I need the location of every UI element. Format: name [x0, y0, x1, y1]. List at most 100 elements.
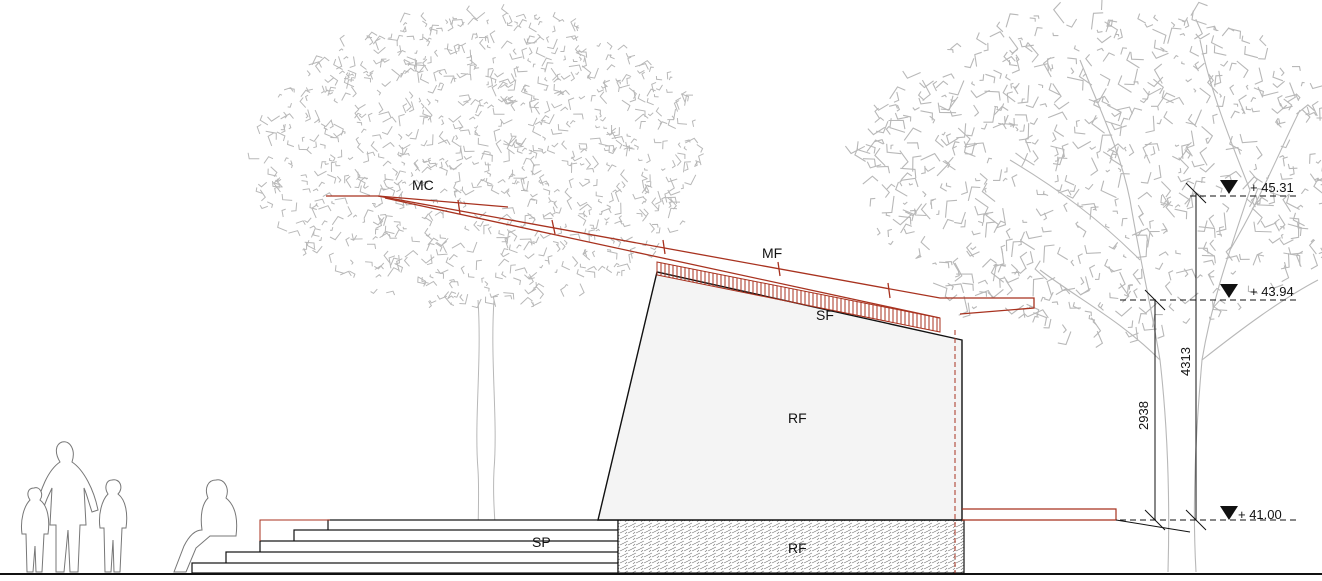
terrain-slope	[1115, 519, 1191, 533]
foliage-stroke	[1257, 251, 1263, 263]
foliage-stroke	[952, 257, 960, 272]
foliage-stroke	[396, 258, 403, 272]
level-mid: + 43.94	[1250, 284, 1294, 299]
foliage-stroke	[671, 199, 677, 210]
foliage-stroke	[962, 302, 971, 318]
foliage-stroke	[1066, 188, 1080, 199]
foliage-stroke	[1088, 88, 1107, 104]
foliage-stroke	[451, 242, 465, 249]
foliage-stroke	[504, 295, 513, 300]
foliage-stroke	[430, 28, 438, 35]
foliage-stroke	[1190, 1, 1208, 16]
foliage-stroke	[259, 115, 269, 126]
foliage-stroke	[1211, 301, 1228, 311]
foliage-stroke	[410, 172, 414, 177]
foliage-stroke	[345, 72, 350, 78]
foliage-stroke	[458, 197, 462, 203]
foliage-stroke	[1236, 60, 1249, 79]
foliage-stroke	[542, 213, 553, 220]
foliage-stroke	[1109, 150, 1123, 167]
foliage-stroke	[637, 69, 645, 74]
foliage-stroke	[585, 157, 592, 169]
foliage-stroke	[457, 44, 461, 50]
foliage-stroke	[459, 294, 464, 302]
foliage-stroke	[457, 98, 472, 107]
foliage-stroke	[349, 270, 356, 278]
foliage-stroke	[641, 71, 645, 80]
foliage-stroke	[936, 163, 956, 177]
foliage-stroke	[398, 133, 403, 140]
foliage-stroke	[1015, 126, 1019, 132]
foliage-stroke	[1212, 113, 1218, 124]
foliage-stroke	[466, 241, 478, 253]
foliage-stroke	[1253, 221, 1272, 233]
foliage-stroke	[524, 253, 535, 260]
foliage-stroke	[417, 70, 424, 83]
foliage-stroke	[1309, 153, 1316, 164]
foliage-stroke	[277, 93, 283, 98]
foliage-stroke	[1186, 196, 1194, 210]
foliage-stroke	[603, 126, 608, 129]
foliage-stroke	[489, 30, 496, 44]
foliage-stroke	[363, 151, 370, 163]
foliage-stroke	[1300, 81, 1305, 87]
foliage-stroke	[333, 98, 338, 104]
foliage-stroke	[606, 162, 611, 167]
foliage-stroke	[534, 14, 538, 20]
foliage-stroke	[342, 130, 346, 135]
foliage-stroke	[1245, 84, 1249, 90]
foliage-stroke	[321, 220, 328, 226]
foliage-stroke	[571, 36, 579, 40]
foliage-stroke	[1179, 33, 1186, 37]
foliage-stroke	[314, 109, 320, 124]
foliage-stroke	[1027, 309, 1049, 319]
foliage-stroke	[1219, 93, 1223, 98]
foliage-stroke	[387, 38, 398, 47]
foliage-stroke	[961, 181, 969, 196]
foliage-stroke	[966, 142, 987, 153]
foliage-stroke	[1138, 313, 1148, 324]
foliage-stroke	[590, 95, 596, 102]
foliage-stroke	[1275, 119, 1286, 125]
foliage-stroke	[367, 112, 373, 123]
foliage-stroke	[1251, 207, 1263, 225]
foliage-stroke	[995, 208, 1007, 229]
foliage-stroke	[520, 223, 526, 228]
foliage-stroke	[635, 108, 646, 117]
foliage-stroke	[381, 126, 393, 136]
foliage-stroke	[334, 265, 345, 274]
foliage-stroke	[521, 165, 525, 172]
foliage-stroke	[299, 97, 307, 108]
foliage-stroke	[1222, 202, 1230, 213]
foliage-stroke	[267, 115, 280, 122]
foliage-stroke	[1095, 330, 1104, 348]
foliage-stroke	[266, 201, 274, 208]
foliage-stroke	[582, 210, 588, 218]
foliage-stroke	[1153, 14, 1159, 22]
foliage-stroke	[1318, 202, 1322, 205]
foliage-stroke	[382, 116, 397, 123]
foliage-stroke	[1295, 93, 1301, 101]
foliage-stroke	[492, 57, 496, 64]
foliage-stroke	[398, 144, 411, 150]
foliage-stroke	[614, 220, 623, 225]
foliage-stroke	[1224, 170, 1242, 179]
foliage-stroke	[1251, 107, 1260, 113]
foliage-stroke	[1167, 27, 1182, 44]
foliage-stroke	[530, 169, 542, 176]
foliage-stroke	[1040, 296, 1046, 302]
foliage-stroke	[1050, 64, 1054, 70]
foliage-stroke	[420, 102, 425, 109]
foliage-stroke	[915, 248, 922, 260]
foliage-stroke	[579, 203, 593, 211]
foliage-stroke	[1091, 114, 1105, 134]
foliage-stroke	[1296, 204, 1304, 209]
foliage-stroke	[256, 124, 262, 135]
foliage-stroke	[553, 77, 562, 83]
foliage-stroke	[1213, 70, 1222, 86]
foliage-stroke	[1116, 106, 1133, 115]
foliage-stroke	[441, 119, 445, 126]
foliage-stroke	[561, 160, 569, 166]
foliage-stroke	[515, 13, 527, 19]
foliage-stroke	[1173, 54, 1179, 60]
